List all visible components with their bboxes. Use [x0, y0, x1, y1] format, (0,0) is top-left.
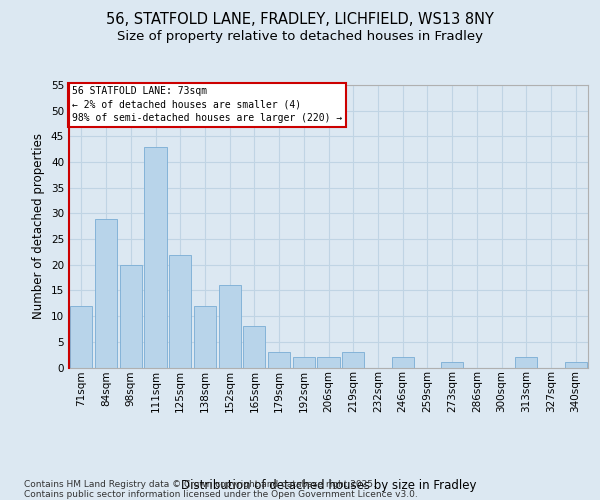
Y-axis label: Number of detached properties: Number of detached properties [32, 133, 46, 320]
Bar [194, 306, 216, 368]
Bar [342, 352, 364, 368]
Bar [95, 218, 117, 368]
Bar [145, 146, 167, 368]
Bar [268, 352, 290, 368]
Bar [317, 357, 340, 368]
Text: 56 STATFOLD LANE: 73sqm
← 2% of detached houses are smaller (4)
98% of semi-deta: 56 STATFOLD LANE: 73sqm ← 2% of detached… [71, 86, 342, 123]
Bar [218, 286, 241, 368]
Bar [70, 306, 92, 368]
Bar [293, 357, 315, 368]
Text: 56, STATFOLD LANE, FRADLEY, LICHFIELD, WS13 8NY: 56, STATFOLD LANE, FRADLEY, LICHFIELD, W… [106, 12, 494, 28]
Bar [119, 265, 142, 368]
Text: Distribution of detached houses by size in Fradley: Distribution of detached houses by size … [181, 480, 476, 492]
Bar [565, 362, 587, 368]
Bar [515, 357, 538, 368]
Bar [169, 254, 191, 368]
Text: Contains HM Land Registry data © Crown copyright and database right 2025.
Contai: Contains HM Land Registry data © Crown c… [24, 480, 418, 499]
Bar [392, 357, 414, 368]
Bar [243, 326, 265, 368]
Bar [441, 362, 463, 368]
Text: Size of property relative to detached houses in Fradley: Size of property relative to detached ho… [117, 30, 483, 43]
